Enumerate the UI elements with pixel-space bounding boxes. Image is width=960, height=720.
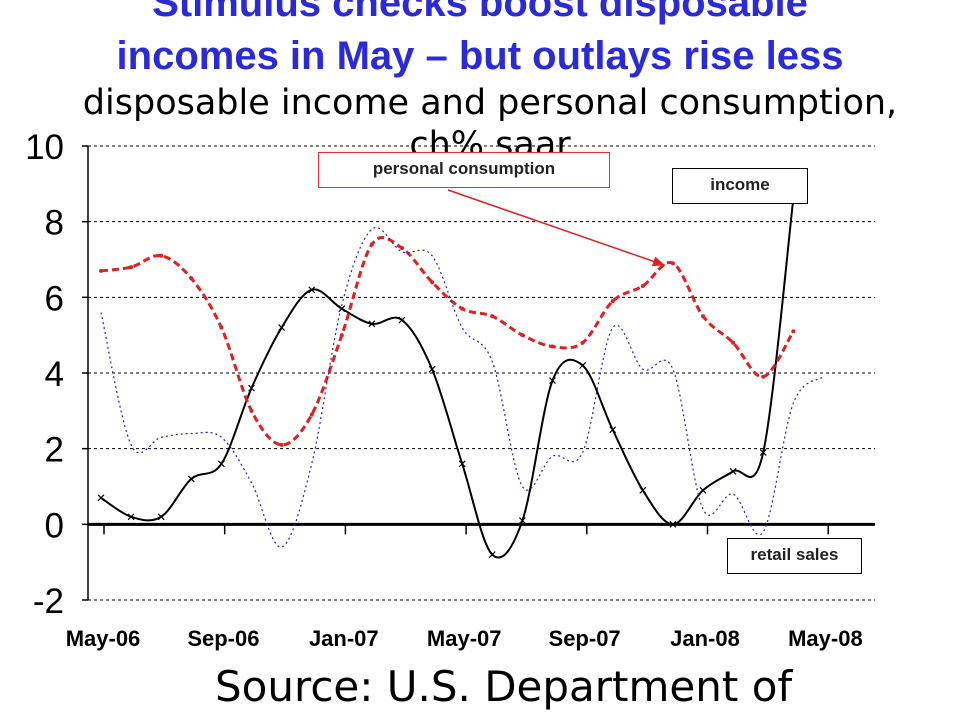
chart-title-line-2: incomes in May – but outlays rise less [116,34,844,78]
axes: -2 0 2 4 6 8 10 May-06 Sep-06 Jan-07 May-07 Sep-07 J… [25,128,875,651]
data-point-income [398,316,406,324]
data-point-personal-consumption [339,333,344,338]
data-point-income [248,384,255,392]
data-point-personal-consumption [369,242,374,247]
data-point-income [127,513,135,521]
data-point-income [97,494,105,502]
y-tick-label: 8 [45,204,64,243]
data-point-personal-consumption [249,408,254,413]
x-tick-label: Sep-06 [187,626,259,651]
data-point-income [729,467,737,475]
y-tick-label: 6 [45,279,64,318]
data-point-income [488,551,496,559]
data-point-income [518,517,526,524]
data-point-income [699,486,707,494]
data-point-income [458,460,466,468]
data-point-personal-consumption [159,253,164,258]
arrow-head [651,256,665,267]
data-point-income [368,320,376,328]
data-point-personal-consumption [430,280,435,285]
annotation-arrow [447,189,666,267]
data-point-income [549,377,556,384]
series-line-retail-sales [100,226,824,548]
series-lines [97,195,824,559]
chart-title-line-1: Stimulus checks boost disposable [152,0,808,25]
y-tick-label: -2 [33,582,64,621]
data-point-personal-consumption [460,306,465,311]
data-point-income [669,520,677,528]
data-point-income [157,513,165,521]
series-line-income [100,198,795,559]
x-tick-label: Sep-07 [549,626,621,651]
annotation-retail-sales: retail sales [727,538,862,574]
source-note: Source: U.S. Department of [215,662,793,711]
x-tick-label: May-06 [66,626,141,651]
data-point-income [278,324,286,332]
data-point-personal-consumption [189,276,194,281]
data-point-personal-consumption [731,340,736,345]
data-point-personal-consumption [99,268,103,273]
data-point-personal-consumption [550,344,555,349]
data-point-personal-consumption [279,442,284,447]
data-point-personal-consumption [701,314,705,319]
data-point-income [338,305,346,313]
data-point-personal-consumption [309,412,314,417]
data-point-personal-consumption [791,329,796,334]
data-point-personal-consumption [610,299,615,304]
grid-lines [88,145,875,601]
data-point-personal-consumption [580,340,585,345]
data-point-personal-consumption [761,374,766,379]
data-point-personal-consumption [400,246,404,251]
y-tick-label: 4 [45,355,64,394]
chart-subtitle-line-1: disposable income and personal consumpti… [82,83,898,123]
data-point-personal-consumption [520,333,525,338]
x-tick-label: Jan-08 [670,626,740,651]
data-point-income [639,486,647,494]
x-tick-label: Jan-07 [309,626,379,651]
y-tick-label: 2 [45,431,64,470]
data-point-personal-consumption [129,265,134,270]
data-point-personal-consumption [490,314,495,319]
arrow-line [447,189,666,266]
x-tick-label: May-07 [427,626,502,651]
data-point-income [428,365,436,373]
y-tick-label: 0 [45,506,64,545]
data-point-income [579,362,587,369]
data-point-income [609,426,617,434]
y-tick-label: 10 [25,128,64,167]
data-point-personal-consumption [670,261,675,266]
data-point-personal-consumption [640,283,645,288]
annotation-income: income [672,168,808,204]
annotation-personal-consumption: personal consumption [318,152,610,188]
data-point-income [759,449,767,456]
data-point-income [308,286,316,294]
x-tick-label: May-08 [788,626,863,651]
data-point-personal-consumption [219,325,224,330]
data-point-income [187,475,195,483]
data-point-income [217,460,225,468]
